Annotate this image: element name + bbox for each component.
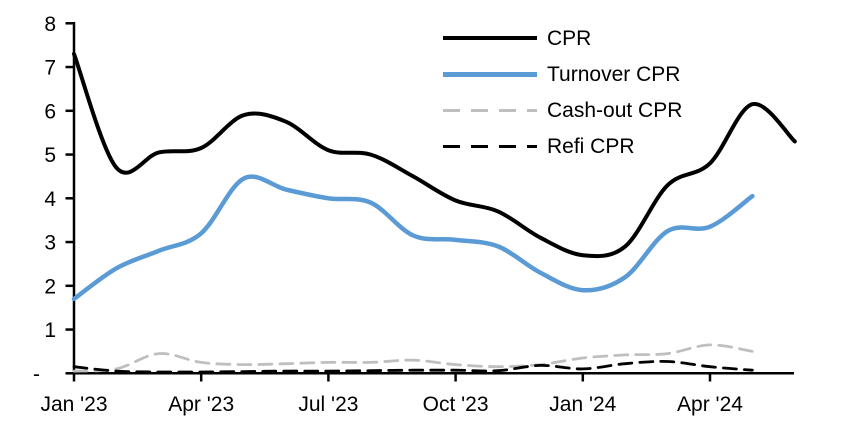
legend: CPR Turnover CPR Cash-out CPR Refi CPR xyxy=(443,20,682,164)
legend-label-refi-cpr: Refi CPR xyxy=(547,134,635,158)
series-line-cash-out-cpr xyxy=(72,343,754,373)
axes xyxy=(72,22,794,375)
legend-swatch-refi-cpr xyxy=(443,144,537,148)
legend-item-refi-cpr: Refi CPR xyxy=(443,128,682,164)
legend-item-cash-out-cpr: Cash-out CPR xyxy=(443,92,682,128)
y-tick-label: 6 xyxy=(44,100,56,123)
legend-swatch-cpr xyxy=(443,36,537,40)
series-line-refi-cpr xyxy=(72,359,754,374)
x-tick-label: Oct '23 xyxy=(423,393,489,416)
legend-item-cpr: CPR xyxy=(443,20,682,56)
legend-label-cash-out-cpr: Cash-out CPR xyxy=(547,98,683,122)
series-line-cpr xyxy=(72,51,797,259)
y-tick-label: 2 xyxy=(44,275,56,298)
x-tick-label: Apr '24 xyxy=(677,393,743,416)
x-tick-label: Jul '23 xyxy=(298,393,358,416)
y-tick-label: 8 xyxy=(44,13,56,36)
legend-swatch-turnover-cpr xyxy=(443,71,537,77)
legend-label-turnover-cpr: Turnover CPR xyxy=(547,62,681,86)
x-tick-label: Apr '23 xyxy=(168,393,234,416)
y-tick-label: 3 xyxy=(44,232,56,255)
legend-label-cpr: CPR xyxy=(547,26,592,50)
series-line-turnover-cpr xyxy=(71,174,755,302)
y-tick-label: 1 xyxy=(44,319,56,342)
y-tick-label: 4 xyxy=(44,188,56,211)
x-tick-label: Jan '23 xyxy=(40,393,107,416)
legend-swatch-cash-out-cpr xyxy=(443,108,537,112)
y-tick-label: 5 xyxy=(44,144,56,167)
legend-item-turnover-cpr: Turnover CPR xyxy=(443,56,682,92)
y-tick-label: 7 xyxy=(44,57,56,80)
y-tick-label: - xyxy=(33,363,40,386)
x-tick-label: Jan '24 xyxy=(549,393,616,416)
